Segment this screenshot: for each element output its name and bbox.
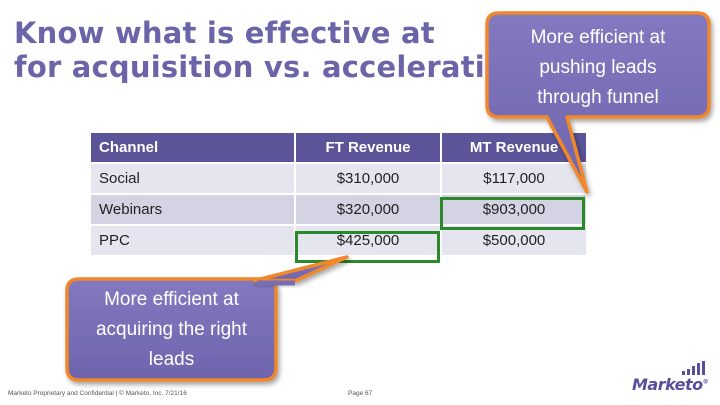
marketo-logo: Marketo® [632, 361, 714, 401]
header-channel: Channel [89, 131, 296, 164]
footer-text: Marketo Proprietary and Confidential | ©… [8, 390, 187, 397]
channel-cell: Webinars [89, 193, 296, 226]
header-mt-revenue: MT Revenue [440, 131, 588, 164]
ft-revenue-cell: $310,000 [294, 162, 442, 195]
callout-bottom-line-3: leads [148, 349, 195, 370]
callout-top-line-3: through funnel [537, 87, 659, 108]
callout-top-text: More efficient at pushing leads through … [489, 23, 707, 113]
mt-revenue-cell: $117,000 [440, 162, 588, 195]
channel-cell: PPC [89, 224, 296, 257]
callout-top-line-2: pushing leads [539, 57, 657, 78]
slide-title-line-1: Know what is effective at [14, 16, 435, 50]
callout-top-line-1: More efficient at [530, 27, 666, 48]
logo-bars-icon [682, 361, 705, 375]
ft-revenue-cell: $425,000 [294, 224, 442, 257]
slide-title-line-2: for acquisition vs. acceleration [14, 50, 526, 84]
highlight-box-ppc-ft [295, 231, 440, 263]
slide-title: Know what is effective at for acquisitio… [14, 16, 526, 84]
table-row: Social $310,000 $117,000 [89, 162, 588, 195]
table-header-row: Channel FT Revenue MT Revenue [89, 131, 588, 164]
revenue-table: Channel FT Revenue MT Revenue Social $31… [89, 131, 588, 257]
callout-bottom-line-1: More efficient at [104, 289, 239, 310]
table-row: Webinars $320,000 $903,000 [89, 193, 588, 226]
page-number: Page 67 [348, 390, 373, 397]
logo-wordmark: Marketo® [632, 375, 709, 394]
ft-revenue-cell: $320,000 [294, 193, 442, 226]
callout-bottom-line-2: acquiring the right [95, 319, 248, 340]
channel-cell: Social [89, 162, 296, 195]
header-ft-revenue: FT Revenue [294, 131, 442, 164]
callout-bottom-text: More efficient at acquiring the right le… [69, 285, 274, 375]
highlight-box-webinars-mt [440, 197, 585, 230]
